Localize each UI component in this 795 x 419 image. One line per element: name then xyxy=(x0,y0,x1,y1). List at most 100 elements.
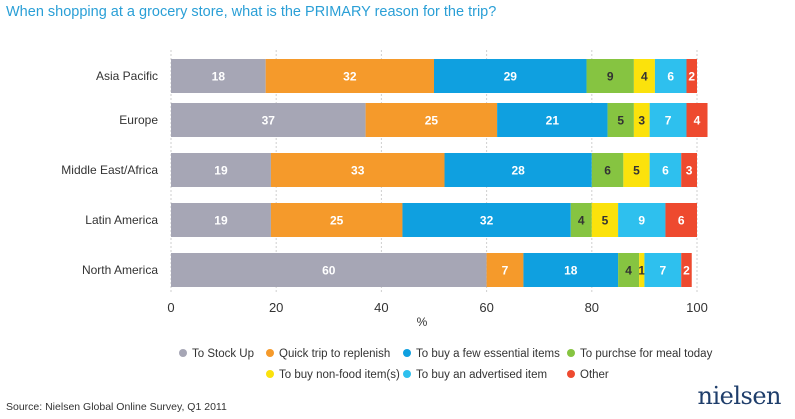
data-label: 21 xyxy=(546,114,560,128)
bar-segment xyxy=(623,153,650,187)
data-label: 6 xyxy=(604,164,611,178)
data-label: 9 xyxy=(638,214,645,228)
x-tick-label: 20 xyxy=(269,300,283,315)
legend-label: To Stock Up xyxy=(192,348,254,360)
data-label: 19 xyxy=(214,214,228,228)
bar-segment xyxy=(681,253,692,287)
bar-segment xyxy=(486,253,524,287)
data-label: 3 xyxy=(638,114,645,128)
source-note: Source: Nielsen Global Online Survey, Q1… xyxy=(6,401,227,413)
x-tick-label: 100 xyxy=(686,300,708,315)
bar-segment xyxy=(523,253,619,287)
data-label: 5 xyxy=(602,214,609,228)
data-label: 25 xyxy=(425,114,439,128)
bar-segment xyxy=(644,253,682,287)
bar-segment xyxy=(649,103,687,137)
data-label: 33 xyxy=(351,164,365,178)
legend-label: Quick trip to replenish xyxy=(279,348,390,360)
bar-segment xyxy=(639,253,645,287)
data-label: 7 xyxy=(659,264,666,278)
bar-segment xyxy=(434,59,587,93)
data-label: 7 xyxy=(502,264,509,278)
data-label: 5 xyxy=(633,164,640,178)
nielsen-logo: nielsen xyxy=(697,382,782,410)
bar-segment xyxy=(591,153,624,187)
data-label: 37 xyxy=(262,114,276,128)
bar-segment xyxy=(171,203,271,237)
bar-segment xyxy=(618,203,666,237)
bar-segment xyxy=(171,103,366,137)
data-label: 6 xyxy=(667,70,674,84)
x-tick-label: 80 xyxy=(585,300,599,315)
data-label: 32 xyxy=(480,214,494,228)
bar-segment xyxy=(570,203,592,237)
bar-segment xyxy=(586,59,634,93)
x-tick-label: 40 xyxy=(374,300,388,315)
bar-segment xyxy=(665,203,697,237)
category-label: North America xyxy=(82,263,158,277)
bar-segment xyxy=(444,153,592,187)
data-label: 60 xyxy=(322,264,336,278)
data-label: 18 xyxy=(564,264,578,278)
legend-label: To buy non-food item(s) xyxy=(279,369,400,381)
chart-title: When shopping at a grocery store, what i… xyxy=(6,4,497,20)
bar-segment xyxy=(365,103,498,137)
legend-marker xyxy=(567,370,575,378)
legend-label: To buy a few essential items xyxy=(416,348,560,360)
bar-segment xyxy=(265,59,434,93)
category-label: Asia Pacific xyxy=(96,69,158,83)
legend-marker xyxy=(266,370,274,378)
bar-segment xyxy=(171,253,487,287)
legend-marker xyxy=(403,370,411,378)
bar-segment xyxy=(649,153,682,187)
bar-segment xyxy=(607,103,634,137)
data-label: 2 xyxy=(683,264,690,278)
bar-segment xyxy=(497,103,608,137)
data-label: 25 xyxy=(330,214,344,228)
category-label: Europe xyxy=(119,113,158,127)
bar-segment xyxy=(618,253,640,287)
category-label: Latin America xyxy=(85,213,158,227)
legend-marker xyxy=(266,349,274,357)
bar-segment xyxy=(171,153,271,187)
bar-segment xyxy=(686,59,697,93)
data-label: 6 xyxy=(678,214,685,228)
legend-marker xyxy=(403,349,411,357)
category-label: Middle East/Africa xyxy=(61,163,158,177)
data-label: 4 xyxy=(694,114,701,128)
data-label: 28 xyxy=(511,164,525,178)
data-label: 19 xyxy=(214,164,228,178)
data-label: 4 xyxy=(641,70,648,84)
bar-segment xyxy=(686,103,708,137)
data-label: 7 xyxy=(665,114,672,128)
data-label: 9 xyxy=(607,70,614,84)
data-label: 2 xyxy=(688,70,695,84)
bar-segment xyxy=(270,153,445,187)
data-label: 29 xyxy=(504,70,518,84)
data-label: 1 xyxy=(638,264,645,278)
bar-segment xyxy=(681,153,697,187)
bar-segment xyxy=(270,203,403,237)
data-label: 3 xyxy=(686,164,693,178)
data-label: 18 xyxy=(212,70,226,84)
legend-label: To purchse for meal today xyxy=(580,348,713,360)
legend-label: To buy an advertised item xyxy=(416,369,547,381)
x-tick-label: 0 xyxy=(167,300,174,315)
data-label: 4 xyxy=(625,264,632,278)
x-tick-label: 60 xyxy=(479,300,493,315)
x-axis-label: % xyxy=(417,315,428,329)
data-label: 4 xyxy=(578,214,585,228)
bar-segment xyxy=(654,59,687,93)
data-label: 32 xyxy=(343,70,357,84)
bar-segment xyxy=(402,203,571,237)
data-label: 6 xyxy=(662,164,669,178)
bar-segment xyxy=(171,59,266,93)
legend-marker xyxy=(567,349,575,357)
data-label: 5 xyxy=(617,114,624,128)
bar-segment xyxy=(633,59,655,93)
bar-segment xyxy=(591,203,619,237)
legend-marker xyxy=(179,349,187,357)
legend-label: Other xyxy=(580,369,609,381)
bar-segment xyxy=(633,103,650,137)
